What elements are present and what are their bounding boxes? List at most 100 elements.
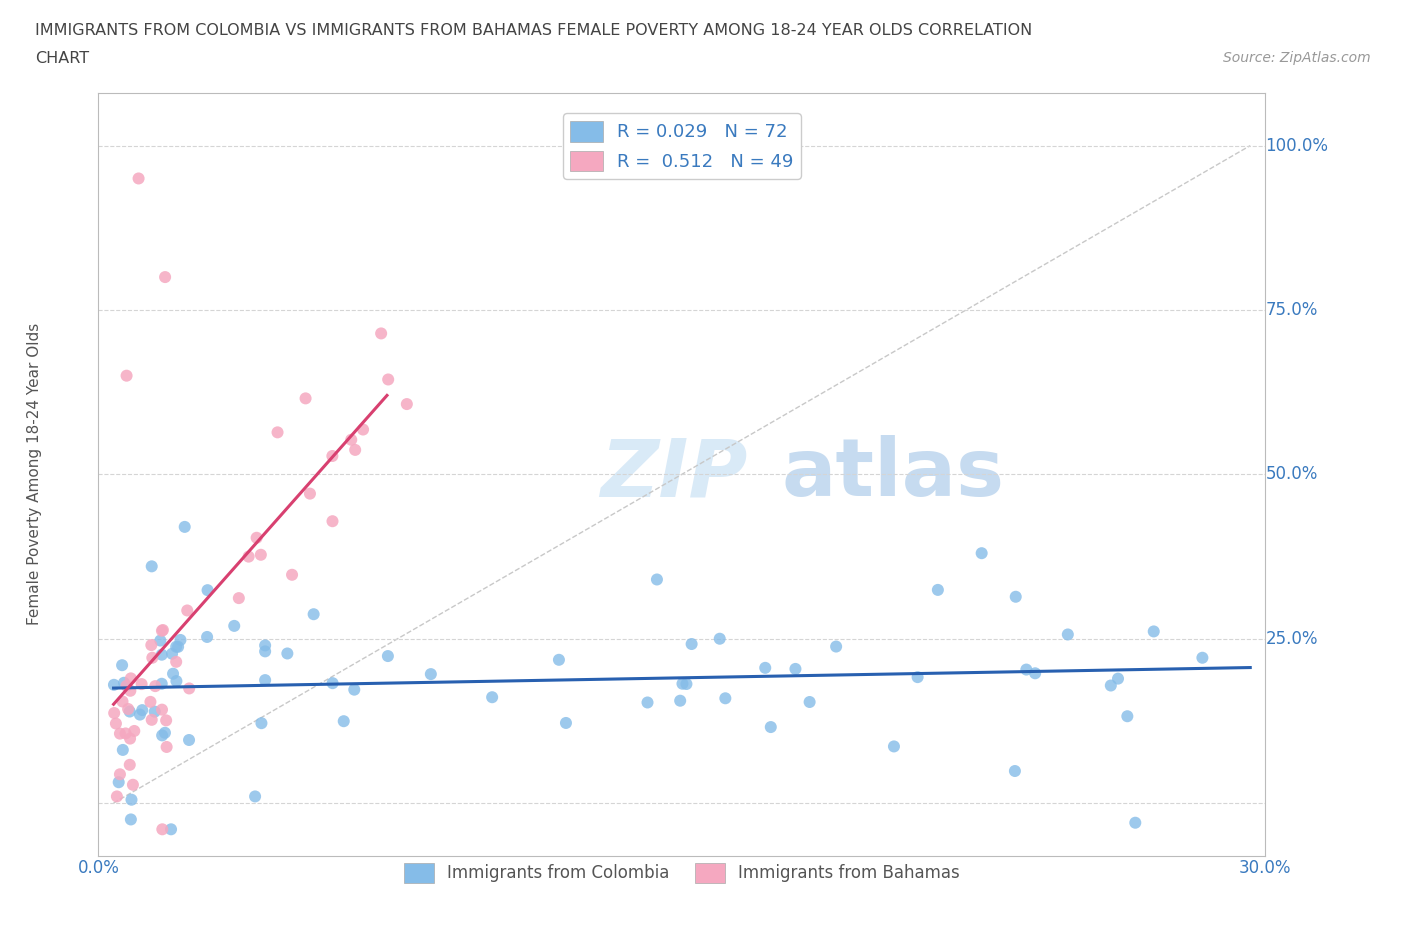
Point: [107, 775, 129, 790]
Point: [669, 693, 692, 708]
Point: [195, 630, 218, 644]
Point: [548, 652, 571, 667]
Point: [276, 646, 298, 661]
Point: [131, 703, 153, 718]
Point: [139, 695, 162, 710]
Point: [176, 603, 198, 618]
Point: [927, 582, 949, 597]
Point: [165, 673, 187, 688]
Point: [143, 679, 166, 694]
Point: [1116, 709, 1139, 724]
Point: [481, 690, 503, 705]
Text: Source: ZipAtlas.com: Source: ZipAtlas.com: [1223, 51, 1371, 65]
Point: [105, 789, 128, 804]
Point: [111, 658, 134, 672]
Point: [344, 443, 367, 458]
Point: [377, 648, 399, 663]
Point: [153, 725, 176, 740]
Point: [883, 739, 905, 754]
Point: [141, 650, 163, 665]
Point: [160, 822, 183, 837]
Point: [111, 694, 134, 709]
Point: [179, 681, 201, 696]
Point: [103, 706, 125, 721]
Point: [150, 623, 173, 638]
Point: [250, 548, 273, 563]
Text: 100.0%: 100.0%: [1265, 137, 1329, 154]
Point: [907, 670, 929, 684]
Point: [370, 326, 392, 341]
Point: [150, 647, 173, 662]
Point: [103, 677, 125, 692]
Point: [167, 640, 190, 655]
Point: [238, 550, 260, 565]
Point: [281, 567, 304, 582]
Point: [156, 739, 179, 754]
Point: [1123, 816, 1146, 830]
Point: [714, 691, 737, 706]
Point: [302, 606, 325, 621]
Legend: Immigrants from Colombia, Immigrants from Bahamas: Immigrants from Colombia, Immigrants fro…: [398, 857, 966, 889]
Point: [120, 731, 142, 746]
Text: 0.0%: 0.0%: [77, 859, 120, 877]
Point: [120, 684, 142, 698]
Text: 50.0%: 50.0%: [1265, 465, 1317, 484]
Point: [124, 724, 146, 738]
Point: [117, 701, 139, 716]
Text: Female Poverty Among 18-24 Year Olds: Female Poverty Among 18-24 Year Olds: [27, 324, 42, 626]
Point: [104, 716, 127, 731]
Point: [254, 644, 277, 658]
Point: [115, 368, 138, 383]
Point: [150, 702, 173, 717]
Point: [340, 432, 363, 447]
Point: [825, 639, 848, 654]
Point: [254, 638, 277, 653]
Point: [294, 391, 316, 405]
Point: [675, 676, 697, 691]
Point: [322, 676, 344, 691]
Point: [112, 675, 135, 690]
Point: [395, 396, 418, 411]
Point: [114, 726, 136, 741]
Point: [246, 530, 269, 545]
Point: [266, 425, 288, 440]
Point: [228, 591, 250, 605]
Point: [637, 695, 659, 710]
Point: [118, 757, 141, 772]
Point: [120, 812, 142, 827]
Point: [155, 713, 177, 728]
Point: [1004, 590, 1026, 604]
Point: [243, 789, 266, 804]
Point: [150, 728, 173, 743]
Point: [177, 733, 200, 748]
Point: [169, 632, 191, 647]
Point: [785, 661, 807, 676]
Point: [197, 583, 219, 598]
Point: [555, 715, 578, 730]
Point: [149, 633, 172, 648]
Point: [224, 618, 246, 633]
Point: [759, 720, 782, 735]
Point: [254, 672, 277, 687]
Point: [799, 695, 821, 710]
Point: [352, 422, 374, 437]
Point: [709, 631, 731, 646]
Point: [162, 666, 184, 681]
Point: [120, 671, 142, 685]
Point: [160, 646, 183, 661]
Point: [250, 716, 273, 731]
Point: [321, 513, 343, 528]
Point: [343, 683, 366, 698]
Point: [141, 638, 163, 653]
Point: [111, 742, 134, 757]
Point: [173, 520, 195, 535]
Point: [122, 777, 145, 792]
Text: ZIP: ZIP: [600, 435, 748, 513]
Text: CHART: CHART: [35, 51, 89, 66]
Point: [153, 270, 176, 285]
Point: [671, 676, 693, 691]
Point: [1024, 666, 1046, 681]
Point: [298, 486, 321, 501]
Point: [115, 678, 138, 693]
Point: [377, 372, 399, 387]
